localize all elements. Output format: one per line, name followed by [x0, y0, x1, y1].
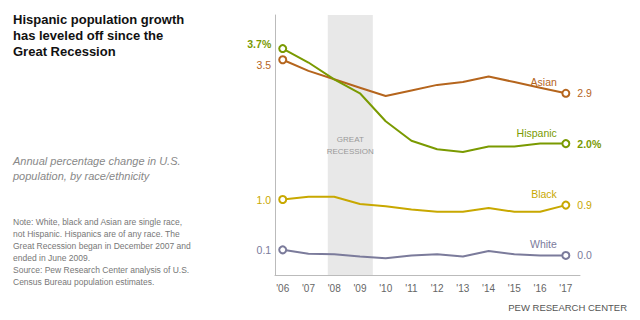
- svg-text:Great Recession began in Decem: Great Recession began in December 2007 a…: [13, 241, 191, 251]
- svg-text:0.1: 0.1: [257, 244, 272, 256]
- svg-text:Hispanic: Hispanic: [517, 127, 557, 139]
- svg-text:'10: '10: [379, 283, 392, 294]
- svg-text:Black: Black: [531, 188, 557, 200]
- svg-text:Great Recession: Great Recession: [13, 44, 116, 59]
- svg-text:ended in June 2009.: ended in June 2009.: [13, 253, 90, 263]
- svg-text:'14: '14: [482, 283, 495, 294]
- svg-text:2.0%: 2.0%: [577, 138, 602, 150]
- svg-text:2.9: 2.9: [577, 87, 592, 99]
- svg-text:'17: '17: [559, 283, 572, 294]
- svg-text:'16: '16: [534, 283, 547, 294]
- svg-text:3.7%: 3.7%: [247, 38, 272, 50]
- svg-text:Census Bureau population estim: Census Bureau population estimates.: [13, 277, 154, 287]
- svg-text:'13: '13: [456, 283, 469, 294]
- svg-text:'07: '07: [302, 283, 315, 294]
- svg-text:Hispanic population growth: Hispanic population growth: [13, 12, 184, 27]
- svg-text:'06: '06: [276, 283, 289, 294]
- svg-text:population, by race/ethnicity: population, by race/ethnicity: [12, 170, 151, 182]
- svg-text:'15: '15: [508, 283, 521, 294]
- svg-text:has leveled off since the: has leveled off since the: [13, 28, 163, 43]
- svg-text:3.5: 3.5: [257, 59, 272, 71]
- svg-text:Asian: Asian: [531, 76, 557, 88]
- svg-text:'12: '12: [431, 283, 444, 294]
- svg-text:Source: Pew Research Center an: Source: Pew Research Center analysis of …: [13, 265, 189, 275]
- svg-text:0.0: 0.0: [577, 249, 592, 261]
- svg-text:'09: '09: [353, 283, 366, 294]
- svg-text:0.9: 0.9: [577, 199, 592, 211]
- svg-text:White: White: [530, 238, 557, 250]
- svg-text:1.0: 1.0: [257, 194, 272, 206]
- svg-text:GREAT: GREAT: [337, 135, 364, 144]
- svg-text:RECESSION: RECESSION: [327, 147, 374, 156]
- svg-text:Note: White, black and Asian a: Note: White, black and Asian are single …: [13, 217, 182, 227]
- svg-text:'08: '08: [328, 283, 341, 294]
- svg-text:'11: '11: [405, 283, 418, 294]
- svg-text:Annual percentage change in U.: Annual percentage change in U.S.: [12, 155, 181, 167]
- svg-text:PEW RESEARCH CENTER: PEW RESEARCH CENTER: [508, 302, 627, 313]
- svg-text:not Hispanic. Hispanics are of: not Hispanic. Hispanics are of any race.…: [13, 229, 180, 239]
